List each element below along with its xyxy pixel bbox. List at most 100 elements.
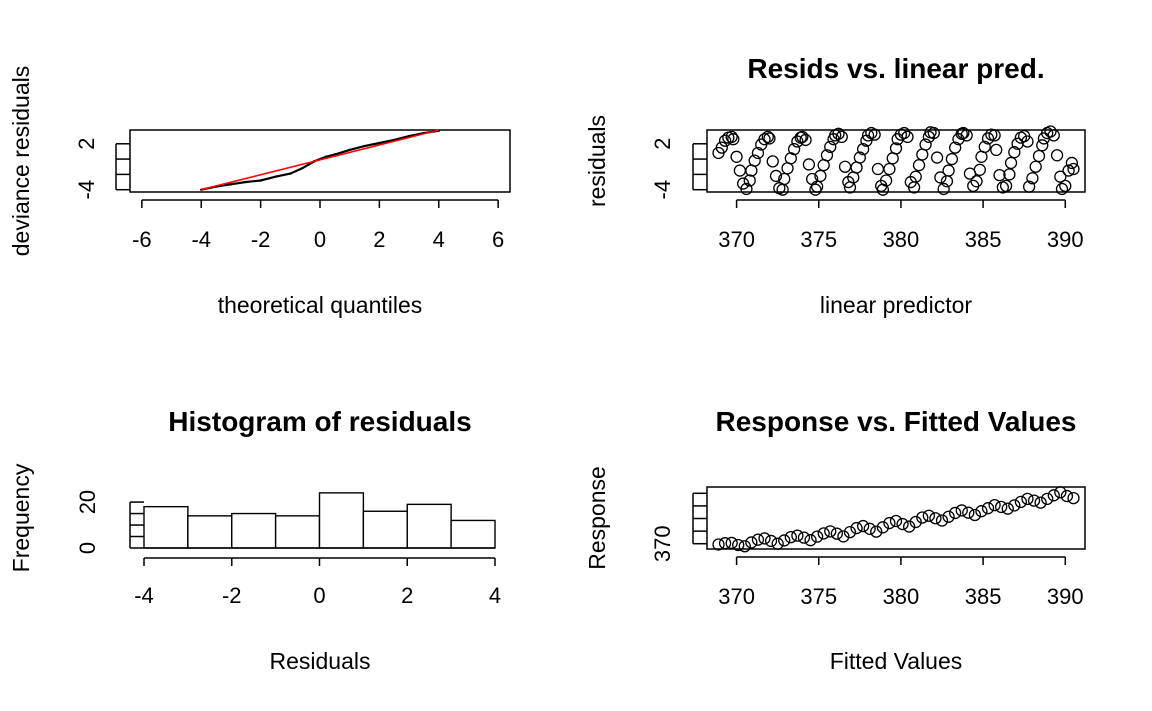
response-point (1067, 491, 1080, 505)
resid-point (1032, 149, 1046, 163)
resid-point (861, 129, 875, 142)
response-point (764, 534, 778, 548)
response-point (771, 537, 784, 550)
resid-point (934, 171, 947, 184)
qq-y-axis-label: deviance residuals (8, 66, 34, 257)
response-point (988, 498, 1001, 512)
response-point (1047, 489, 1060, 502)
resids-vs-pred-x-tick-label: 380 (883, 227, 920, 252)
response-point (916, 511, 929, 524)
resid-point (1050, 149, 1064, 162)
response-point (758, 532, 771, 545)
resids-vs-pred-x-tick-label: 385 (965, 227, 1002, 252)
resid-point (725, 130, 738, 144)
histogram-x-tick-label: -4 (134, 583, 154, 608)
resid-point (856, 142, 870, 156)
response-point (843, 525, 857, 539)
qq-x-axis-label: theoretical quantiles (218, 292, 423, 318)
response-point (1008, 499, 1021, 512)
response-point (725, 536, 738, 550)
resid-point (748, 154, 761, 167)
qq-point (274, 175, 277, 178)
resid-point (960, 129, 973, 142)
resid-point (945, 152, 959, 166)
resid-point (981, 132, 995, 145)
response-point (863, 522, 876, 535)
response-point (889, 514, 903, 528)
resid-point (957, 126, 970, 140)
response-point (732, 538, 745, 552)
resid-point (973, 163, 986, 176)
qq-point (363, 144, 366, 148)
resid-point (824, 140, 837, 153)
resid-point (1022, 180, 1036, 193)
histogram-y-axis-label: Frequency (8, 463, 34, 572)
resid-point (758, 133, 771, 146)
resids-vs-pred-y-tick-label: 2 (650, 138, 675, 150)
response-point (804, 534, 817, 547)
resid-point (802, 158, 816, 171)
response-point (1060, 489, 1074, 503)
histogram-bar (318, 492, 365, 549)
resid-point (799, 133, 812, 147)
resid-point (988, 129, 1001, 142)
resid-point (1026, 172, 1039, 185)
resid-point (990, 143, 1003, 157)
resid-point (814, 169, 827, 183)
resid-point (1021, 135, 1034, 148)
resid-point (778, 172, 791, 186)
response-point (968, 508, 982, 522)
response-point (942, 510, 955, 523)
qq-point (289, 172, 292, 175)
resid-point (769, 169, 783, 183)
response-point (797, 531, 811, 544)
response-point (824, 525, 837, 538)
resid-point (810, 180, 824, 193)
resid-point (919, 138, 932, 151)
histogram-bar (187, 515, 233, 549)
response-point (1041, 492, 1054, 505)
response-point (955, 504, 968, 517)
response-point (817, 527, 830, 540)
response-point (1034, 496, 1047, 509)
resid-point (901, 130, 914, 144)
resid-point (776, 183, 789, 196)
response-point (712, 538, 725, 551)
resid-point (868, 128, 881, 141)
response-point (902, 520, 916, 533)
response-vs-fitted-title: Response vs. Fitted Values (715, 406, 1076, 437)
resid-point (889, 142, 903, 155)
response-point (837, 530, 850, 543)
resids-vs-pred-x-axis-label: linear predictor (820, 292, 972, 318)
response-point (856, 519, 870, 533)
response-point (745, 536, 758, 549)
resid-point (1004, 156, 1018, 170)
resid-point (937, 182, 950, 196)
qq-plot-panel: -6 -4 -2 0 2 4 6 -4 2 theoretical quantiles dev… (8, 66, 511, 318)
response-point (850, 521, 863, 535)
response-point (975, 505, 988, 518)
resid-point (743, 174, 756, 187)
qq-point (378, 141, 381, 145)
response-vs-fitted-x-tick-label: 375 (800, 584, 837, 609)
resid-point (727, 133, 740, 146)
response-point (718, 537, 732, 550)
response-point (810, 530, 824, 543)
response-point (1054, 486, 1067, 499)
resid-point (978, 140, 991, 153)
resid-point (930, 151, 944, 164)
resid-point (1003, 168, 1016, 181)
resids-vs-pred-y-tick-label: -4 (650, 180, 675, 200)
resid-point (879, 174, 893, 187)
response-point (1027, 494, 1041, 507)
response-point (784, 531, 797, 544)
resid-point (949, 141, 962, 154)
histogram-x-axis-label: Residuals (270, 648, 371, 674)
qq-x-tick-label: 0 (314, 227, 326, 252)
response-point (896, 517, 909, 531)
response-point (922, 509, 936, 522)
resid-point (751, 146, 765, 160)
response-point (830, 527, 843, 540)
response-vs-fitted-y-axis-label: Response (584, 466, 610, 570)
resid-point (1059, 179, 1072, 193)
